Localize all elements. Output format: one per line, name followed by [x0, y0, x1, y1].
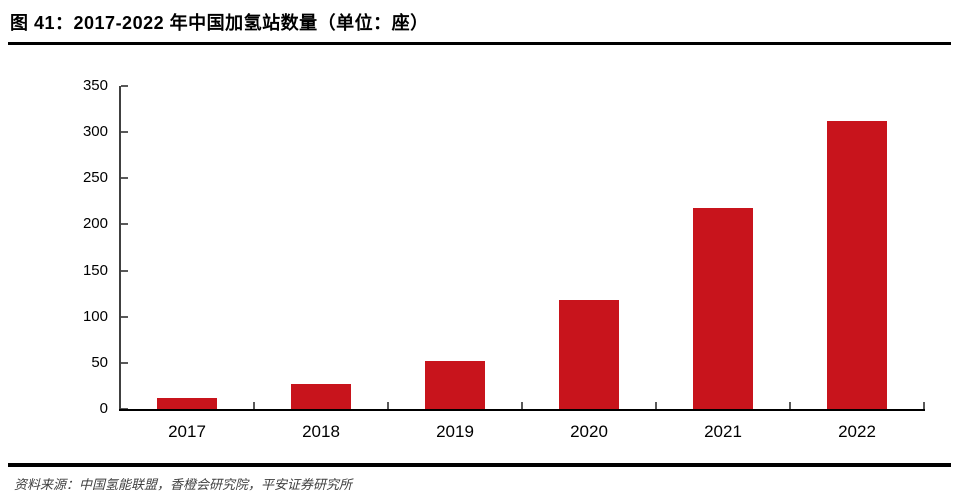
x-axis-tick-mark	[253, 402, 255, 409]
y-axis-tick-mark	[121, 269, 128, 272]
x-axis-label-2021: 2021	[704, 422, 742, 441]
y-axis-tick-mark	[121, 361, 128, 364]
x-axis-line	[119, 409, 925, 411]
figure-title: 图 41：2017-2022 年中国加氢站数量（单位：座）	[10, 13, 429, 33]
bar-2019	[425, 361, 485, 411]
x-axis-label-2020: 2020	[570, 422, 608, 441]
y-axis-tick-mark	[121, 131, 128, 134]
x-axis-tick-mark	[655, 402, 657, 409]
x-axis-label-2019: 2019	[436, 422, 474, 441]
y-axis-tick-label: 50	[91, 353, 108, 371]
y-axis-tick-label: 200	[82, 215, 108, 233]
x-axis-label-2018: 2018	[302, 422, 340, 441]
y-axis-tick-mark	[121, 223, 128, 226]
x-axis-label-2022: 2022	[838, 422, 876, 441]
y-axis-tick-label: 300	[82, 123, 108, 141]
x-axis-tick-mark	[789, 402, 791, 409]
y-axis-tick-label: 350	[82, 77, 108, 94]
x-axis-tick-mark	[521, 402, 523, 409]
bar-2021	[693, 207, 753, 411]
y-axis-tick-mark	[121, 315, 128, 318]
x-axis-label-2017: 2017	[168, 422, 206, 441]
bar-2022	[827, 121, 887, 411]
x-axis-tick-mark	[387, 402, 389, 409]
y-axis-tick-mark	[121, 85, 128, 87]
bar-2018	[291, 384, 351, 411]
title-divider-line	[8, 42, 951, 45]
footer-divider-line	[8, 463, 951, 467]
y-axis-tick-label: 100	[82, 307, 108, 325]
y-axis-tick-label: 0	[99, 400, 108, 417]
x-axis-tick-mark	[923, 402, 925, 409]
y-axis-tick-mark	[121, 177, 128, 180]
y-axis-tick-label: 250	[82, 169, 108, 187]
y-axis-tick-label: 150	[82, 261, 108, 279]
y-axis-line	[119, 86, 121, 409]
bar-2020	[559, 300, 619, 411]
bar-2017	[157, 397, 217, 411]
